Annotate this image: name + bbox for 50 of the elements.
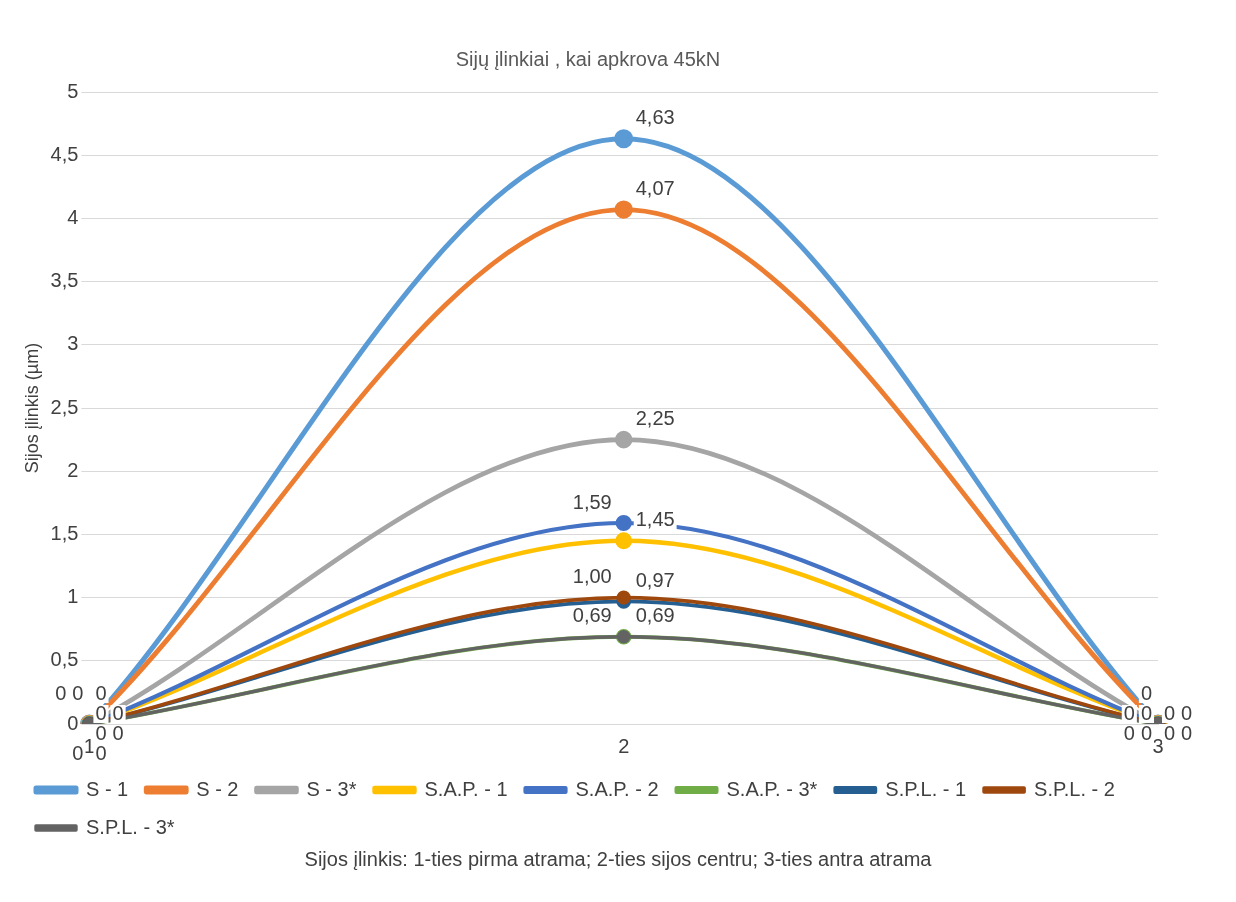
legend-label: S.P.L. - 3*	[86, 815, 175, 838]
legend-label: S - 1	[86, 777, 129, 800]
y-tick-label: 4,5	[50, 142, 79, 165]
data-label: 0	[1164, 721, 1176, 744]
y-tick-label: 4	[67, 205, 79, 228]
data-label: 0	[1123, 721, 1135, 744]
legend-label: S.A.P. - 1	[424, 777, 508, 800]
y-tick-label: 3,5	[50, 269, 79, 292]
y-tick-label: 1,5	[50, 521, 79, 544]
x-tick-label: 2	[618, 734, 630, 757]
x-axis-title: Sijos įlinkis: 1-ties pirma atrama; 2-ties sijos centru; 3-ties antra atrama	[303, 848, 933, 871]
data-label: 0	[1181, 721, 1193, 744]
data-label: 0	[95, 701, 107, 724]
y-tick-label: 0	[67, 711, 79, 734]
y-tick-label: 0,5	[50, 648, 79, 671]
y-axis-title: Sijos įlinkis (µm)	[21, 342, 42, 474]
chart-title: Sijų įlinkiai , kai apkrova 45kN	[455, 47, 721, 70]
data-label: 0	[1140, 721, 1152, 744]
data-label: 0	[112, 701, 124, 724]
legend-label: S - 2	[196, 777, 239, 800]
data-label: 0,69	[635, 604, 675, 627]
data-label: 4,63	[635, 106, 675, 129]
x-tick-label: 3	[1152, 734, 1164, 757]
y-tick-label: 3	[67, 332, 79, 355]
data-label: 0,69	[572, 604, 612, 627]
data-label: 0	[1140, 681, 1152, 704]
legend-label: S.P.L. - 2	[1034, 777, 1115, 800]
data-label: 1,45	[635, 508, 675, 531]
data-label: 0	[1140, 701, 1152, 724]
y-tick-label: 1	[67, 585, 79, 608]
data-label: 0	[112, 721, 124, 744]
y-tick-label: 2	[67, 458, 79, 481]
data-label: 0,97	[635, 568, 675, 591]
data-label: 0	[1164, 701, 1176, 724]
y-tick-label: 5	[67, 79, 79, 102]
x-tick-label: 1	[83, 734, 95, 757]
legend-label: S.A.P. - 2	[575, 777, 659, 800]
data-label: 1,00	[572, 565, 612, 588]
data-label: 0	[1181, 701, 1193, 724]
data-label: 1,59	[572, 490, 612, 513]
data-label: 2,25	[635, 407, 675, 430]
y-tick-label: 2,5	[50, 395, 79, 418]
legend-label: S.A.P. - 3*	[726, 777, 818, 800]
data-label: 0	[95, 721, 107, 744]
legend-label: S - 3*	[306, 777, 357, 800]
data-label: 0	[1123, 701, 1135, 724]
legend-label: S.P.L. - 1	[885, 777, 967, 800]
data-label: 0	[95, 741, 107, 764]
data-label: 0	[95, 681, 107, 704]
data-label: 4,07	[635, 177, 675, 200]
